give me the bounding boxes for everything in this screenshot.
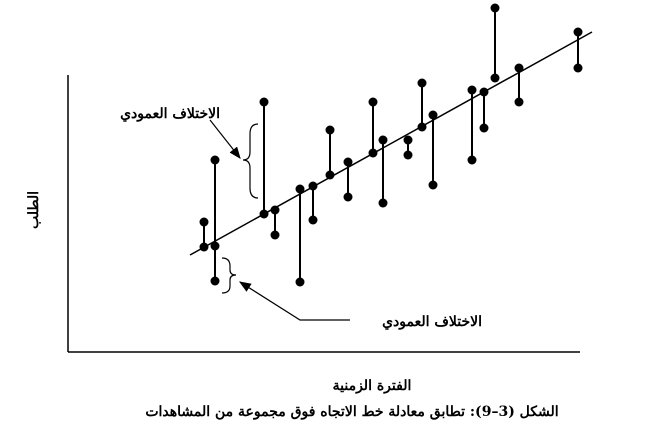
point xyxy=(259,97,269,107)
point xyxy=(417,78,427,88)
point xyxy=(417,122,427,132)
deviation-label: الاختلاف العمودي xyxy=(120,106,220,122)
point xyxy=(325,170,335,180)
observations xyxy=(199,3,583,287)
point xyxy=(199,217,209,227)
point xyxy=(428,110,438,120)
point xyxy=(343,157,353,167)
point xyxy=(343,192,353,202)
point xyxy=(378,198,388,208)
point xyxy=(368,97,378,107)
point xyxy=(479,87,489,97)
point xyxy=(490,73,500,83)
point xyxy=(270,205,280,215)
trend-line xyxy=(189,31,593,256)
point xyxy=(325,125,335,135)
point xyxy=(378,135,388,145)
point xyxy=(295,277,305,287)
point xyxy=(573,27,583,37)
point xyxy=(514,63,524,73)
x-axis-label: الفترة الزمنية xyxy=(333,378,412,394)
point xyxy=(368,148,378,158)
deviation-label: الاختلاف العمودي xyxy=(382,314,482,330)
point xyxy=(308,215,318,225)
point xyxy=(210,276,220,286)
point xyxy=(210,155,220,165)
axes xyxy=(67,75,580,353)
point xyxy=(403,150,413,160)
brace-top xyxy=(209,119,259,199)
point xyxy=(199,242,209,252)
point xyxy=(270,230,280,240)
point xyxy=(428,180,438,190)
point xyxy=(295,184,305,194)
point xyxy=(573,63,583,73)
point xyxy=(308,181,318,191)
point xyxy=(490,3,500,13)
point xyxy=(259,209,269,219)
point xyxy=(467,155,477,165)
brace-bottom xyxy=(221,257,350,321)
caption: الشكل (3–9): تطابق معادلة خط الاتجاه فوق… xyxy=(145,404,558,420)
point xyxy=(479,123,489,133)
point xyxy=(467,85,477,95)
y-axis-label: الطلب xyxy=(26,191,42,229)
point xyxy=(514,97,524,107)
point xyxy=(210,241,220,251)
point xyxy=(403,135,413,145)
